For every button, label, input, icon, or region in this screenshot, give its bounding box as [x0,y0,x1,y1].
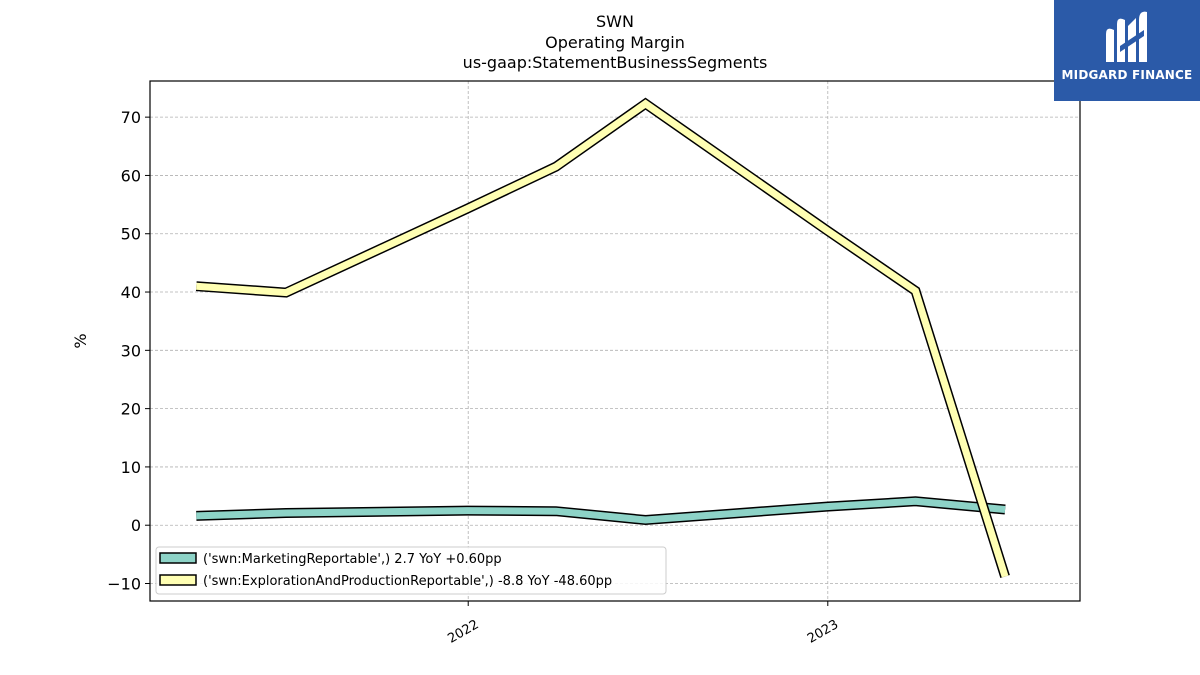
x-tick-label: 2022 [445,617,481,647]
y-tick-label: 30 [121,341,141,360]
y-axis-label: % [71,333,90,348]
y-tick-label: 10 [121,458,141,477]
y-tick-label: 40 [121,283,141,302]
logo-text: MIDGARD FINANCE [1061,68,1193,82]
x-axis: 2022 2023 [445,601,841,647]
chart-title: SWN Operating Margin us-gaap:StatementBu… [463,12,768,72]
legend-box [155,546,667,595]
legend-label-exploration: ('swn:ExplorationAndProductionReportable… [203,574,612,589]
y-tick-label: 20 [121,400,141,419]
y-tick-label: 60 [121,166,141,185]
y-tick-label: 50 [121,225,141,244]
chart-title-line-2: Operating Margin [545,33,685,52]
chart-title-line-1: SWN [596,12,634,31]
chart-title-line-3: us-gaap:StatementBusinessSegments [463,53,768,72]
plot-frame [149,80,1081,602]
y-axis: −10 0 10 20 30 40 50 60 70 [107,108,150,594]
legend-swatch-exploration [159,574,197,586]
series-layer [195,97,1010,578]
series-line [196,497,1006,524]
midgard-finance-logo: MIDGARD FINANCE [1054,0,1200,101]
logo-mark-icon [1106,11,1147,63]
x-tick-label: 2023 [805,617,841,647]
y-tick-label: 0 [131,516,141,535]
legend-label-marketing: ('swn:MarketingReportable',) 2.7 YoY +0.… [203,552,502,567]
y-tick-label: 70 [121,108,141,127]
legend-swatch-marketing [159,552,197,564]
legend: ('swn:MarketingReportable',) 2.7 YoY +0.… [155,546,667,595]
series-line [196,99,1009,578]
grid [150,81,1080,601]
y-tick-label: −10 [107,575,141,594]
